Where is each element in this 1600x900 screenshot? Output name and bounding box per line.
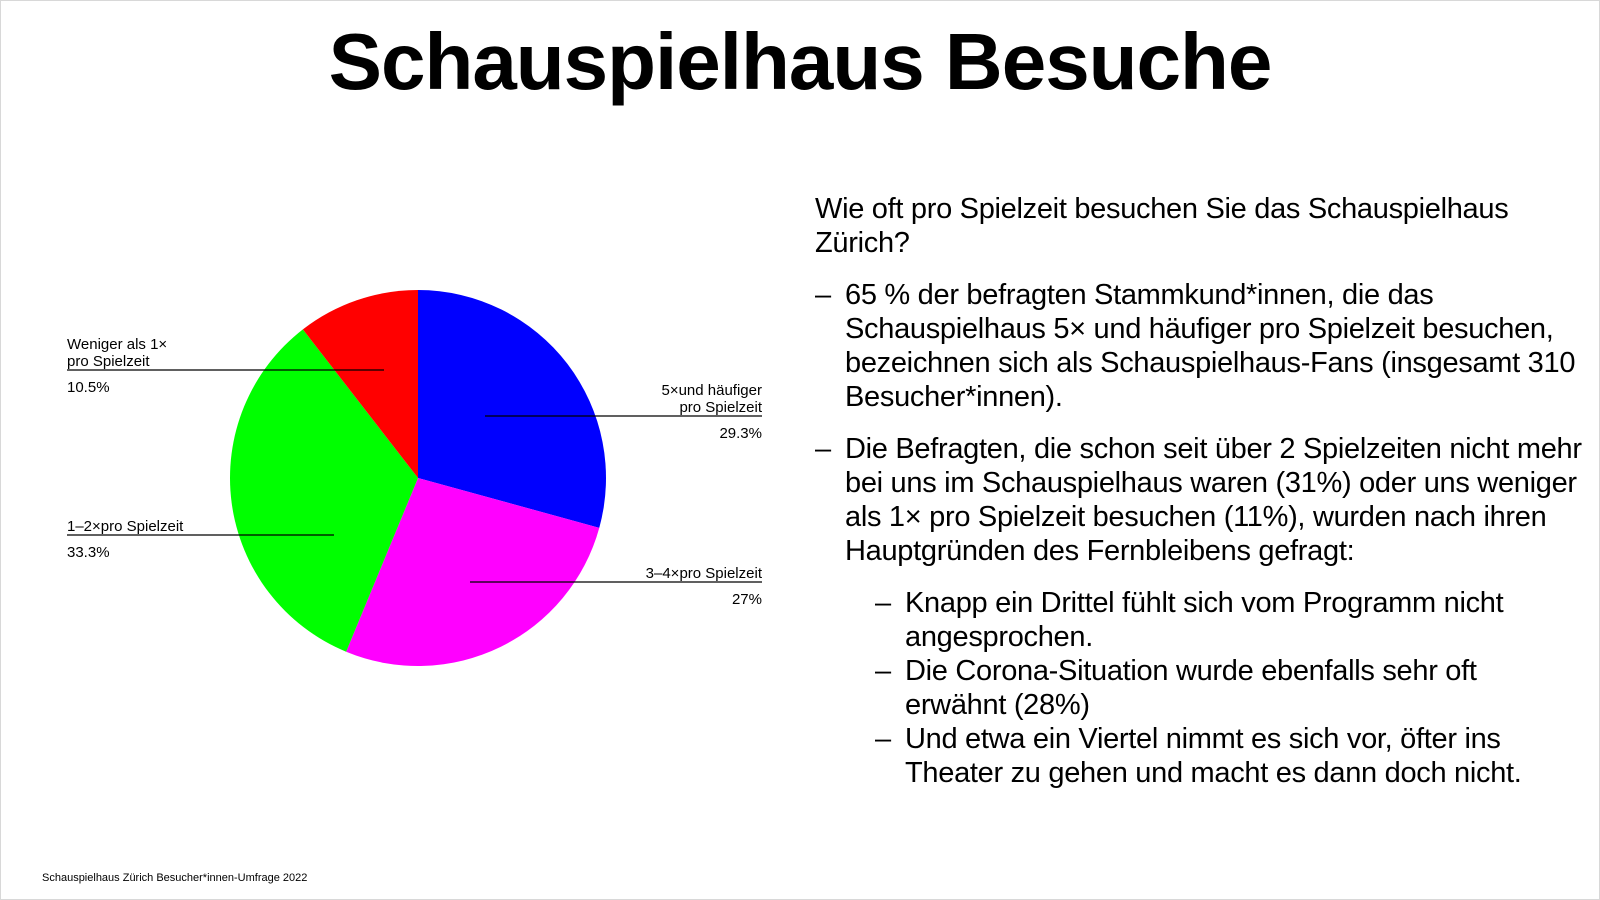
slice-label-2: 1–2×pro Spielzeit [67, 518, 184, 535]
finding-fans: – 65 % der befragten Stammkund*innen, di… [815, 278, 1585, 414]
bullet-dash: – [875, 723, 891, 755]
slice-value-1: 27% [732, 591, 762, 608]
pie-slice-2 [230, 329, 418, 652]
finding-text: Die Befragten, die schon seit über 2 Spi… [845, 433, 1582, 567]
reason-text: Knapp ein Drittel fühlt sich vom Program… [905, 587, 1504, 653]
reason-text: Die Corona-Situation wurde ebenfalls seh… [905, 655, 1477, 721]
bullet-dash: – [815, 433, 831, 465]
reason-item: – Und etwa ein Viertel nimmt es sich vor… [875, 722, 1585, 790]
pie-slice-1 [346, 478, 600, 667]
slice-label-0: pro Spielzeit [679, 399, 762, 416]
survey-question: Wie oft pro Spielzeit besuchen Sie das S… [815, 193, 1509, 259]
slice-value-0: 29.3% [719, 425, 762, 442]
bullet-dash: – [875, 655, 891, 687]
finding-absence: – Die Befragten, die schon seit über 2 S… [815, 432, 1585, 568]
pie-slice-3 [302, 290, 418, 478]
bullet-dash: – [875, 587, 891, 619]
reasons-list: – Knapp ein Drittel fühlt sich vom Progr… [815, 586, 1585, 790]
pie-slice-0 [418, 290, 607, 528]
slice-label-0: 5×und häufiger [661, 382, 762, 399]
reason-item: – Knapp ein Drittel fühlt sich vom Progr… [875, 586, 1585, 654]
slice-label-3: Weniger als 1× [67, 336, 167, 353]
finding-text: 65 % der befragten Stammkund*innen, die … [845, 279, 1576, 413]
reason-item: – Die Corona-Situation wurde ebenfalls s… [875, 654, 1585, 722]
slice-value-3: 10.5% [67, 379, 110, 396]
slice-label-1: 3–4×pro Spielzeit [646, 565, 763, 582]
slice-label-3: pro Spielzeit [67, 353, 150, 370]
slice-value-2: 33.3% [67, 544, 110, 561]
text-panel: Wie oft pro Spielzeit besuchen Sie das S… [815, 192, 1585, 790]
reason-text: Und etwa ein Viertel nimmt es sich vor, … [905, 723, 1522, 789]
page-title: Schauspielhaus Besuche [328, 17, 1273, 106]
bullet-dash: – [815, 279, 831, 311]
source-footnote: Schauspielhaus Zürich Besucher*innen-Umf… [42, 872, 308, 884]
